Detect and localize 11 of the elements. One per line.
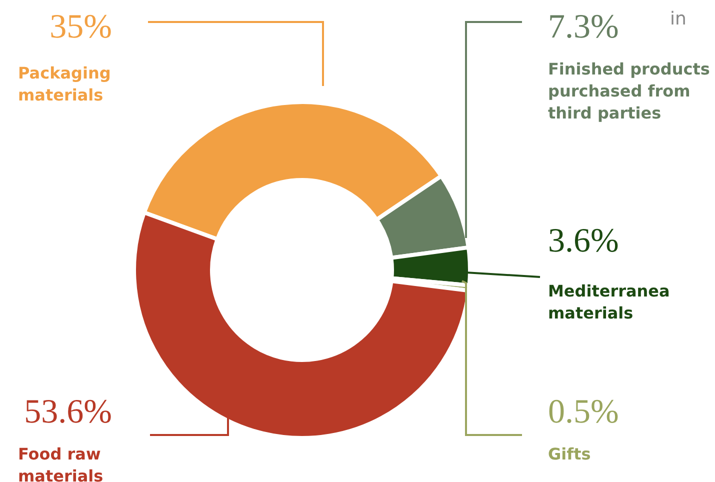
slice-label: Packaging materials <box>18 64 116 104</box>
data-label: 7.3% <box>548 8 619 46</box>
slice-label: Finished products purchased from third parties <box>548 60 715 122</box>
data-label: 3.6% <box>548 222 619 260</box>
text: in <box>670 8 686 30</box>
data-label: 0.5% <box>548 394 619 430</box>
slice-label: Mediterranea materials <box>548 282 676 322</box>
slice-label: Food raw materials <box>18 444 106 482</box>
data-label: 53.6% <box>24 394 112 430</box>
data-label: 35% <box>50 8 112 46</box>
slice-label: Gifts <box>548 444 591 464</box>
